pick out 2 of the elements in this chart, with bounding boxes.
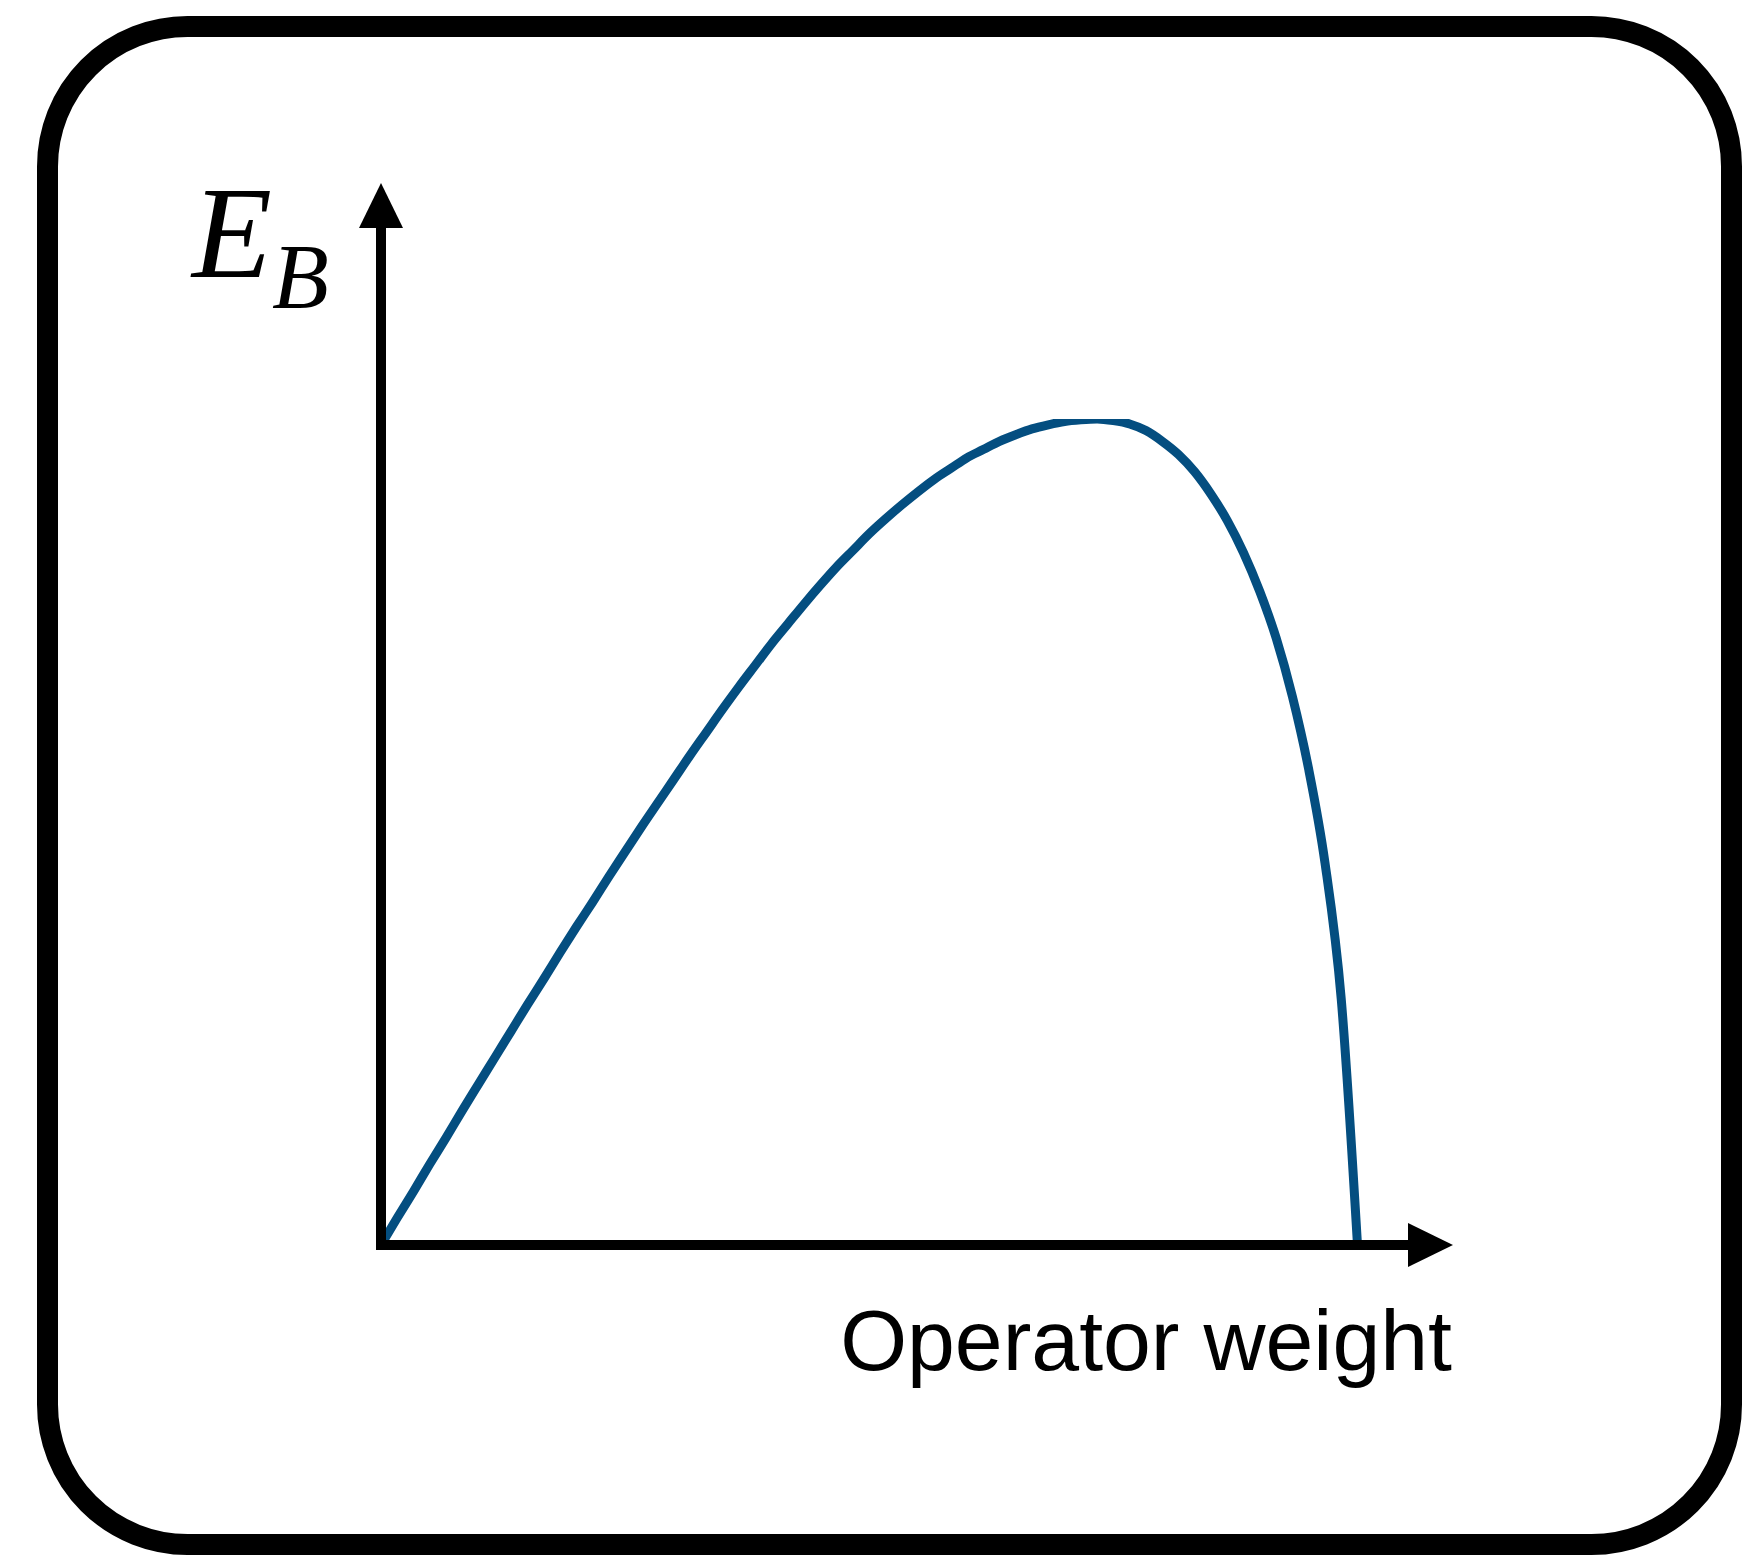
y-axis-title: E$_{B}$ bbox=[190, 160, 329, 329]
x-axis-title: Operator weight bbox=[840, 1292, 1453, 1388]
